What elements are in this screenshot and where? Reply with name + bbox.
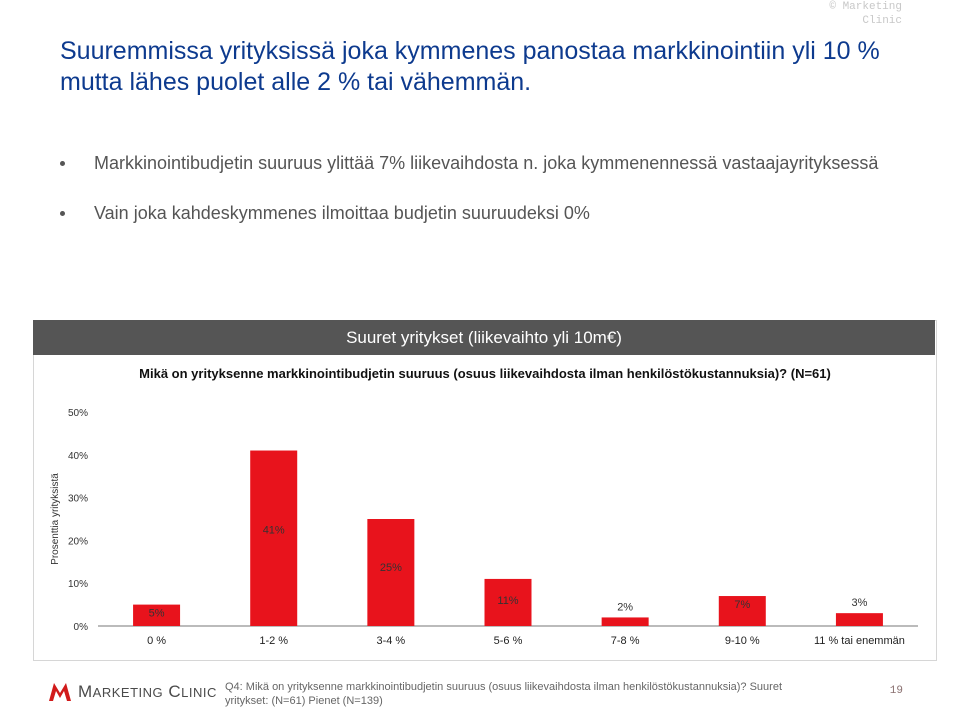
marketing-clinic-logo: MARKETING CLINIC	[48, 680, 228, 704]
bar	[133, 604, 181, 626]
bar-value-label: 11%	[497, 595, 518, 607]
x-tick-label: 11 % tai enemmän	[814, 635, 905, 647]
y-tick-label: 0%	[74, 622, 89, 633]
chart-question: Mikä on yrityksenne markkinointibudjetin…	[139, 366, 831, 381]
y-tick-label: 10%	[68, 579, 88, 590]
x-tick-label: 5-6 %	[494, 635, 523, 647]
y-tick-label: 20%	[68, 536, 88, 547]
page-number: 19	[889, 685, 903, 697]
logo-mark-icon	[49, 683, 71, 701]
x-tick-label: 1-2 %	[259, 635, 288, 647]
bar	[601, 617, 649, 626]
bullet-list: Markkinointibudjetin suuruus ylittää 7% …	[60, 152, 880, 225]
bar-value-label: 5%	[149, 608, 165, 620]
footer-note: Q4: Mikä on yrityksenne markkinointibudj…	[225, 681, 783, 707]
bar-value-label: 7%	[734, 599, 750, 611]
y-tick-label: 40%	[68, 451, 88, 462]
x-tick-label: 7-8 %	[611, 635, 640, 647]
logo-text: MARKETING CLINIC	[78, 682, 217, 701]
bar-chart: Prosenttia yrityksistä 0% 10% 20% 30% 40% 50% 5…	[50, 408, 918, 647]
y-axis-label: Prosenttia yrityksistä	[50, 473, 61, 565]
chart-header: Suuret yritykset (liikevaihto yli 10m€)	[33, 320, 935, 355]
bar-value-label: 2%	[617, 601, 633, 613]
y-tick-label: 30%	[68, 494, 88, 505]
bar	[718, 596, 766, 626]
bullet-item: Vain joka kahdeskymmenes ilmoittaa budje…	[60, 202, 880, 225]
bar-value-label: 3%	[851, 597, 867, 609]
x-tick-label: 0 %	[147, 635, 166, 647]
bar-value-label: 25%	[380, 562, 402, 574]
bar	[835, 613, 883, 626]
copyright-notice: © Marketing Clinic	[829, 1, 902, 27]
bar	[484, 578, 532, 626]
x-tick-label: 9-10 %	[725, 635, 760, 647]
slide-title: Suuremmissa yrityksissä joka kymmenes pa…	[60, 37, 880, 96]
x-tick-label: 3-4 %	[376, 635, 405, 647]
bar	[250, 450, 298, 626]
bullet-item: Markkinointibudjetin suuruus ylittää 7% …	[60, 152, 880, 175]
bar-value-label: 41%	[263, 524, 285, 536]
bar	[367, 519, 415, 626]
y-tick-label: 50%	[68, 408, 88, 419]
